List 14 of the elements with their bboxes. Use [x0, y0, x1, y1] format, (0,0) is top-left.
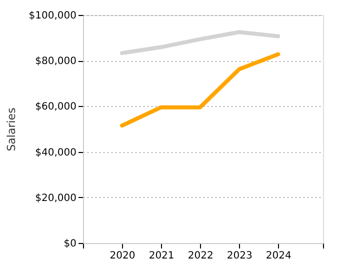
y-tick-label: $40,000 [35, 147, 76, 158]
line-series [120, 30, 280, 56]
x-tick-label: 2024 [266, 250, 292, 262]
y-tick-label: $60,000 [35, 102, 76, 113]
y-tick-label: $20,000 [35, 192, 76, 204]
y-tick-label: $100,000 [28, 10, 76, 22]
line-series [120, 52, 280, 128]
y-tick-label: $80,000 [35, 56, 76, 68]
y-tick-label: $0 [64, 238, 76, 250]
y-axis-title: Salaries [4, 107, 18, 152]
x-tick-label: 2020 [110, 250, 136, 262]
x-tick-label: 2021 [148, 250, 174, 262]
x-tick-label: 2023 [226, 250, 252, 262]
x-tick-label: 2022 [188, 250, 214, 262]
